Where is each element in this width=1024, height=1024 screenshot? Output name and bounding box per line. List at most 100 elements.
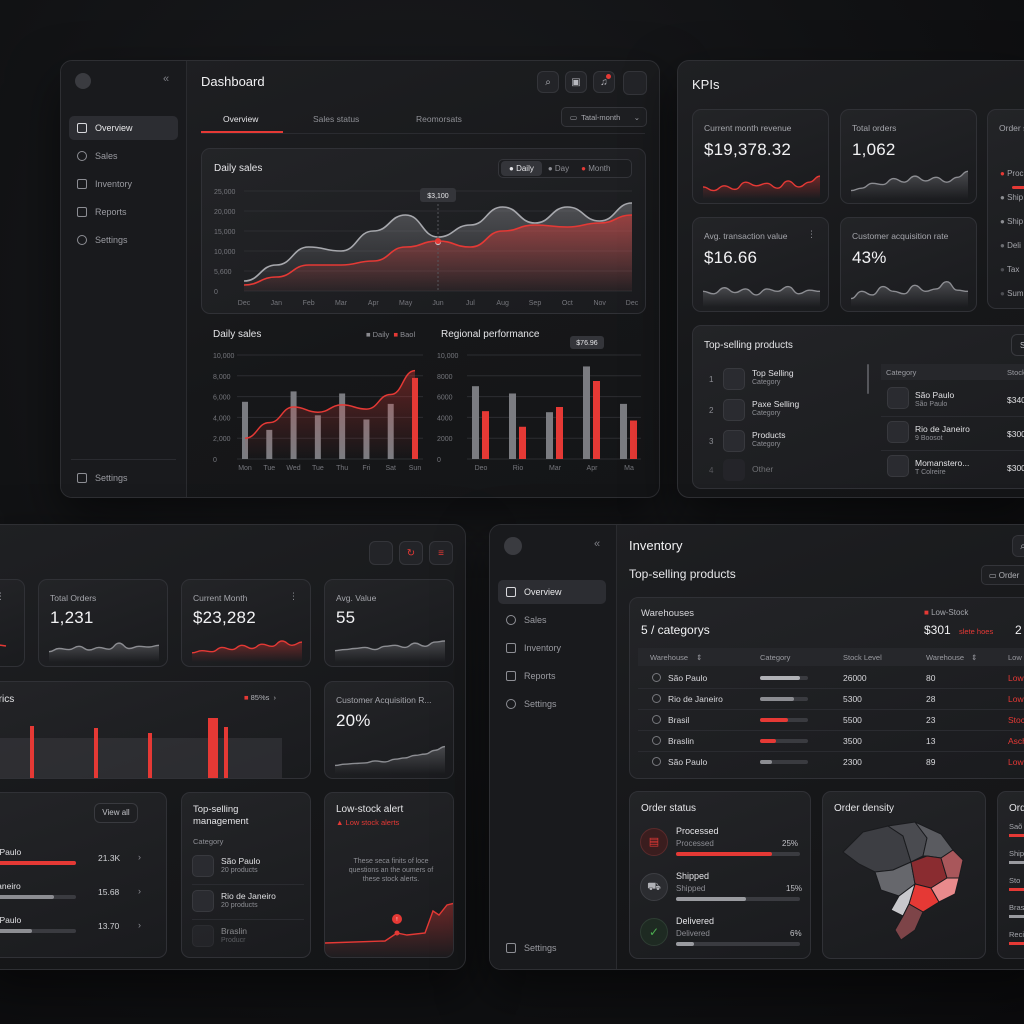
series-line [244,369,416,439]
tab-reports[interactable]: Reomorsats [416,114,462,124]
grid-icon [506,587,516,597]
page-title: Dashboard [201,74,265,89]
y-tick-label: 2,000 [213,436,231,443]
status-item-shipped[interactable]: ⛟ Shipped Shipped 15% [640,869,805,909]
map-region [894,903,924,941]
order-item: ● Ship [1000,193,1024,202]
sparkline-line [702,175,821,192]
list-item[interactable]: o de Janeiro 15.68 › [0,881,166,907]
stock-fill [760,676,800,680]
calendar-button[interactable]: ▣ [565,71,587,93]
kpi-value: $19,378.32 [704,140,792,159]
order-button[interactable]: ▭ Order [981,565,1024,585]
low-stock-label: ■ Low-Stock [924,608,969,617]
order-density-card: Order density [822,791,986,959]
table-row[interactable]: Rio de Janeiro 9 Boosot $3000 [881,418,1024,448]
table-row[interactable]: São Paulo 2300 89 Low [638,752,1024,773]
toggle-month[interactable]: ● Month [581,164,611,173]
table-header: Category Stock [881,364,1024,380]
view-all-button[interactable]: View all [94,803,138,823]
calendar-button[interactable] [369,541,393,565]
nav-bottom-settings[interactable]: Settings [69,466,178,490]
metrics-badge[interactable]: ■ 85%s › [244,693,277,702]
y-tick-label: 8,000 [213,374,231,381]
warehouse-icon [652,757,661,766]
list-scrollbar[interactable] [867,364,869,394]
product-row[interactable]: 1 Top Selling Category [707,366,867,394]
collapse-sidebar-icon[interactable]: « [594,538,601,550]
refresh-button[interactable]: ↻ [399,541,423,565]
metrics-bars-chart [0,718,282,778]
order-item: ● Deli [1000,241,1021,250]
nav-settings[interactable]: Settings [498,692,608,716]
filter-icon: ≡ [438,547,444,559]
more-icon[interactable]: ⋮ [807,229,816,239]
nav-inventory[interactable]: Inventory [69,172,178,196]
product-name: Top Selling [752,368,794,378]
kpi-card-current-month: Current Month ⋮ $23,282 [181,579,311,667]
order-item: ● Proc [1000,169,1024,178]
kpi-sparkline [48,642,160,662]
more-icon[interactable]: ⋮ [289,591,298,601]
table-row[interactable]: São Paulo 26000 80 Low [638,668,1024,689]
product-row[interactable]: 3 Products Category [707,428,867,456]
sparkline-line [850,170,969,192]
order-status-card: Order status ▤ Processed Processed 25% ⛟… [629,791,811,959]
x-tick-label: Dec [238,300,251,307]
nav-reports[interactable]: Reports [69,200,178,224]
collapse-sidebar-icon[interactable]: « [163,73,170,85]
nav-bottom-settings[interactable]: Settings [498,936,608,960]
table-row[interactable]: Momanstero... T Colreire $3000 [881,452,1024,482]
top-selling-button[interactable]: Se [1011,334,1024,356]
x-tick-label: Mar [335,300,348,307]
table-row[interactable]: Braslin 3500 13 Asch [638,731,1024,752]
kpi-sparkline [850,170,969,199]
status-item-processed[interactable]: ▤ Processed Processed 25% [640,824,805,864]
warehouses-card: Warehouses 5 / categorys ■ Low-Stock $30… [629,597,1024,779]
order-progress [1012,186,1024,189]
nav-sales[interactable]: Sales [498,608,608,632]
sort-icon[interactable]: ⇕ [696,653,703,662]
nav-reports[interactable]: Reports [498,664,608,688]
status-item-delivered[interactable]: ✓ Delivered Delivered 6% [640,914,805,954]
tab-sales-status[interactable]: Sales status [313,114,360,124]
tab-overview[interactable]: Overview [223,114,259,124]
list-item[interactable]: Braslin Producr [192,923,304,953]
table-row[interactable]: Rio de Janeiro 5300 28 Low [638,689,1024,710]
kpi-card-avg-value: Avg. Value 55 [324,579,454,667]
avatar[interactable] [623,71,647,95]
search-button[interactable]: ⌕ [537,71,559,93]
kpi-card-revenue: Current month revenue $19,378.32 [692,109,829,204]
period-select[interactable]: ▭ Tatal-month ⌄ [561,107,647,127]
y-tick-label: 10,000 [437,353,459,360]
notifications-button[interactable]: ♫ [593,71,615,93]
product-name: Paxe Selling [752,399,800,409]
table-row[interactable]: Brasil 5500 23 Stoc [638,710,1024,731]
bar [509,393,516,459]
list-item[interactable]: Rio de Janeiro 20 products [192,888,304,918]
warehouse-icon [652,673,661,682]
nav-settings[interactable]: Settings [69,228,178,252]
product-row[interactable]: 2 Paxe Selling Category [707,397,867,425]
more-icon[interactable]: ⋮ [0,591,5,602]
nav-inventory[interactable]: Inventory [498,636,608,660]
search-button[interactable]: ⌕ [1012,535,1024,557]
toggle-day[interactable]: ● Day [547,164,570,173]
list-item[interactable]: São Paulo 21.3K › [0,847,166,873]
nav-overview[interactable]: Overview [69,116,178,140]
filter-button[interactable]: ≡ [429,541,453,565]
table-row[interactable]: São Paulo São Paulo $3400 [881,384,1024,414]
product-rank: 2 [709,406,714,415]
nav-sales[interactable]: Sales [69,144,178,168]
daily-sales-title: Daily sales [214,163,263,174]
sort-icon[interactable]: ⇕ [971,653,978,662]
shirt-icon [723,368,745,390]
nav-overview[interactable]: Overview [498,580,606,604]
sparkline-area [335,746,445,774]
kpi-label: Customer acquisition rate [852,231,949,241]
toggle-daily[interactable]: ● Daily [501,161,542,176]
list-item[interactable]: São Paulo 13.70 › [0,915,166,941]
product-row[interactable]: 4 Other [707,457,867,485]
list-item[interactable]: São Paulo 20 products [192,853,304,883]
y-tick-label: 6000 [437,395,453,402]
